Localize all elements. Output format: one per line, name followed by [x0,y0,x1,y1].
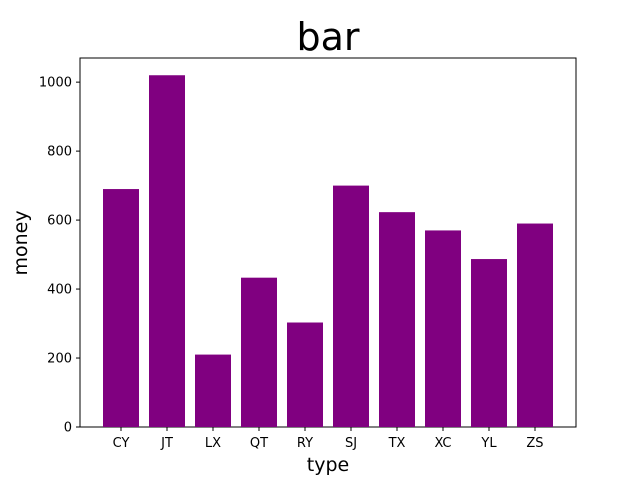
x-axis: CY JT LX QT RY SJ TX XC YL ZS [113,427,544,451]
x-tick-label-cy: CY [113,436,130,451]
x-tick-label-yl: YL [480,436,497,451]
bar-qt [241,277,277,427]
x-tick-label-ry: RY [297,436,313,451]
x-axis-label: type [307,454,349,476]
x-tick-label-lx: LX [205,436,221,451]
x-tick-label-sj: SJ [345,436,357,451]
chart-title: bar [296,15,359,59]
y-tick-label-1000: 1000 [39,76,72,91]
bar-jt [149,75,185,428]
y-tick-label-400: 400 [47,283,72,298]
y-tick-label-600: 600 [47,214,72,229]
bar-lx [195,354,231,427]
bar-xc [425,230,461,427]
y-axis: 0 200 400 600 800 1000 [39,76,80,436]
x-tick-label-tx: TX [388,436,406,451]
x-tick-label-jt: JT [160,436,173,451]
x-tick-label-qt: QT [250,436,268,451]
bar-ry [287,322,323,427]
bar-yl [471,259,507,427]
bars-layer [103,75,553,428]
y-tick-label-800: 800 [47,145,72,160]
y-axis-label: money [10,210,32,275]
bar-cy [103,189,139,427]
bar-sj [333,185,369,427]
bar-zs [517,223,553,427]
x-tick-label-zs: ZS [526,436,543,451]
y-tick-label-200: 200 [47,352,72,367]
x-tick-label-xc: XC [434,436,451,451]
bar-tx [379,212,415,427]
y-tick-label-0: 0 [64,421,72,436]
plot-area-frame [79,57,577,428]
